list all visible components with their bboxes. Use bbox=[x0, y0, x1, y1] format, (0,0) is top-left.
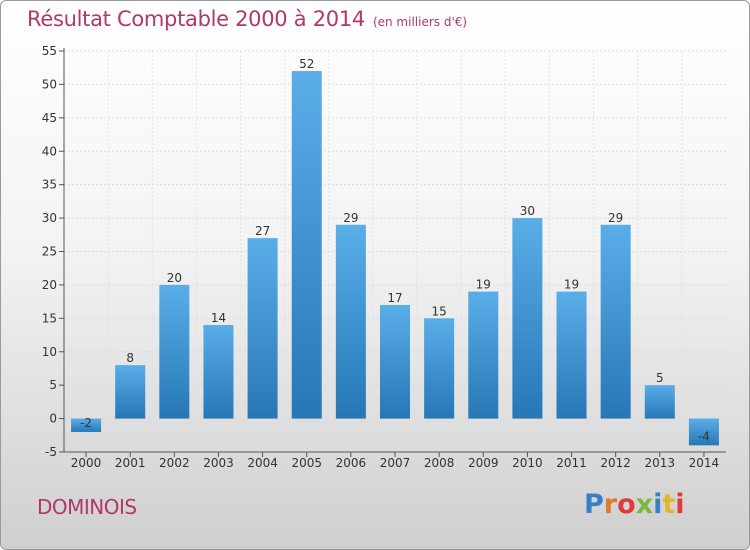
bar-2012 bbox=[600, 224, 631, 419]
y-tick-label: -5 bbox=[45, 445, 57, 459]
bar-2014 bbox=[688, 418, 719, 446]
data-label-2001: 8 bbox=[126, 351, 134, 365]
x-tick-label-2005: 2005 bbox=[291, 456, 322, 470]
logo-letter: i bbox=[653, 489, 663, 520]
y-tick-label: 20 bbox=[42, 278, 57, 292]
data-label-2002: 20 bbox=[167, 271, 182, 285]
data-label-2012: 29 bbox=[608, 211, 623, 225]
data-label-2010: 30 bbox=[520, 204, 535, 218]
data-label-2003: 14 bbox=[211, 311, 226, 325]
bar-2010 bbox=[512, 218, 543, 419]
bar-2000 bbox=[71, 418, 102, 432]
logo-letter: P bbox=[584, 489, 604, 520]
x-tick-label-2002: 2002 bbox=[159, 456, 190, 470]
bar-2001 bbox=[115, 365, 146, 419]
data-labels: -2 8 20 14 27 52 29 17 15 19 30 19 29 5 -4 bbox=[80, 57, 710, 443]
y-tick-label: 10 bbox=[42, 345, 57, 359]
y-tick-label: 0 bbox=[49, 412, 57, 426]
x-tick-label-2013: 2013 bbox=[645, 456, 676, 470]
grid-lines bbox=[64, 50, 726, 453]
x-tick-label-2010: 2010 bbox=[512, 456, 543, 470]
bar-2004 bbox=[247, 238, 278, 419]
data-label-2006: 29 bbox=[343, 211, 358, 225]
logo-letter: i bbox=[675, 489, 685, 520]
bar-2003 bbox=[203, 325, 234, 419]
y-tick-label: 40 bbox=[42, 144, 57, 158]
chart-subtitle: (en milliers d'€) bbox=[372, 15, 468, 29]
bar-2006 bbox=[335, 224, 366, 419]
y-tick-label: 50 bbox=[42, 77, 57, 91]
y-tick-label: 45 bbox=[42, 111, 57, 125]
bar-2002 bbox=[159, 284, 190, 419]
axes: -5 0 5 10 15 20 25 30 35 40 45 50 55 2000 2001 2002 2003… bbox=[42, 44, 726, 470]
data-label-2013: 5 bbox=[656, 371, 664, 385]
x-tick-label-2006: 2006 bbox=[336, 456, 367, 470]
y-tick-label: 15 bbox=[42, 311, 57, 325]
x-tick-label-2001: 2001 bbox=[115, 456, 146, 470]
x-tick-label-2014: 2014 bbox=[689, 456, 720, 470]
logo-letter: r bbox=[603, 489, 618, 520]
data-label-2000: -2 bbox=[80, 416, 92, 430]
y-tick-label: 55 bbox=[42, 44, 57, 58]
y-tick-label: 5 bbox=[49, 378, 57, 392]
bar-2008 bbox=[424, 318, 455, 419]
data-label-2008: 15 bbox=[431, 304, 446, 318]
data-label-2011: 19 bbox=[564, 278, 579, 292]
y-tick-label: 35 bbox=[42, 178, 57, 192]
data-label-2014: -4 bbox=[698, 429, 710, 443]
logo-letter: t bbox=[662, 489, 676, 520]
data-label-2004: 27 bbox=[255, 224, 270, 238]
chart-title: Résultat Comptable 2000 à 2014 (en millie… bbox=[27, 7, 467, 31]
proxiti-logo: Proxiti bbox=[584, 489, 685, 520]
chart-title-text: Résultat Comptable 2000 à 2014 bbox=[27, 7, 365, 31]
bar-2011 bbox=[556, 291, 587, 419]
x-tick-label-2007: 2007 bbox=[380, 456, 411, 470]
bar-2005 bbox=[291, 71, 322, 419]
logo-letter: o bbox=[617, 489, 636, 520]
x-tick-label-2009: 2009 bbox=[468, 456, 499, 470]
logo-letter: x bbox=[635, 489, 654, 520]
x-tick-label-2004: 2004 bbox=[247, 456, 278, 470]
x-tick-label-2003: 2003 bbox=[203, 456, 234, 470]
data-label-2007: 17 bbox=[387, 291, 402, 305]
data-label-2009: 19 bbox=[476, 278, 491, 292]
bars bbox=[71, 71, 719, 446]
x-tick-label-2000: 2000 bbox=[71, 456, 102, 470]
x-tick-label-2011: 2011 bbox=[556, 456, 587, 470]
bar-2007 bbox=[379, 304, 411, 419]
data-label-2005: 52 bbox=[299, 57, 314, 71]
x-tick-label-2012: 2012 bbox=[600, 456, 631, 470]
x-tick-label-2008: 2008 bbox=[424, 456, 455, 470]
y-tick-label: 25 bbox=[42, 245, 57, 259]
bar-2009 bbox=[468, 291, 499, 419]
y-tick-label: 30 bbox=[42, 211, 57, 225]
bar-2013 bbox=[644, 385, 675, 419]
commune-name: DOMINOIS bbox=[37, 495, 137, 519]
